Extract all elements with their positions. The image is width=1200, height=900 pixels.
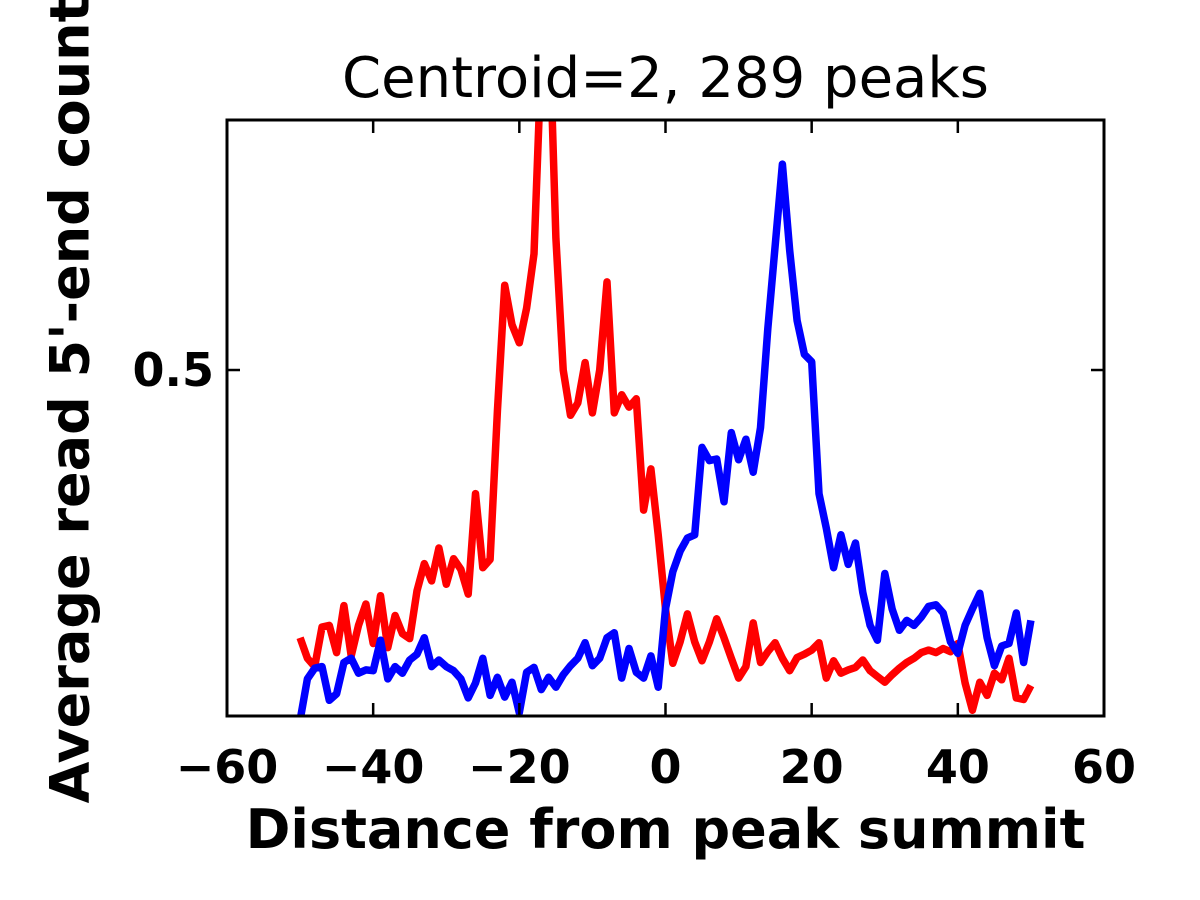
- x-tick-label: −60: [176, 740, 279, 794]
- series-line-blue: [297, 160, 1035, 716]
- x-axis-label: Distance from peak summit: [245, 798, 1086, 861]
- x-tick-label: −20: [468, 740, 571, 794]
- x-tick-label: 40: [926, 740, 990, 794]
- x-tick-label: 20: [780, 740, 844, 794]
- chart-title: Centroid=2, 289 peaks: [342, 46, 989, 111]
- x-tick-label: −40: [322, 740, 425, 794]
- x-tick-label: 0: [649, 740, 681, 794]
- y-tick-label: 0.5: [133, 343, 215, 397]
- x-tick-label: 60: [1072, 740, 1136, 794]
